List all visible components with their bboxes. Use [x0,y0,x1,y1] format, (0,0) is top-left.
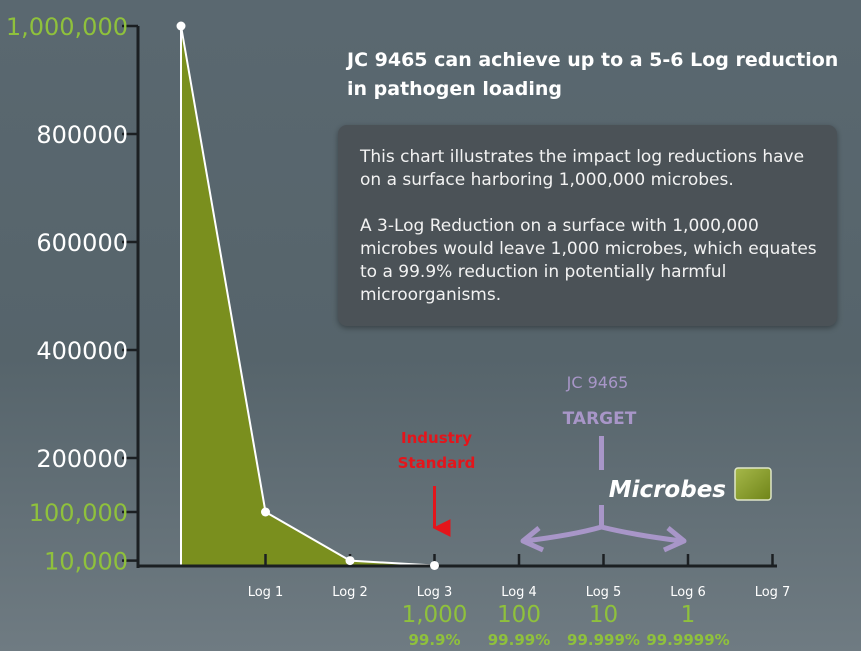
x-tick-label: Log 6 [670,585,706,600]
target-arrowhead-right [662,526,687,553]
x-tick-label: Log 1 [248,585,284,600]
jc-label: JC 9465 [566,373,629,392]
log-percent-label: 99.9999% [646,631,729,649]
x-tick-label: Log 2 [332,585,368,600]
x-tick-label: Log 3 [417,585,453,600]
data-point [345,556,355,566]
log-count-label: 10 [589,602,618,628]
info-box: This chart illustrates the impact log re… [338,125,837,326]
y-tick-label: 800000 [36,121,128,149]
log-count-label: 1,000 [402,602,468,628]
y-tick-label: 10,000 [44,548,128,576]
data-point [176,21,186,31]
y-tick-label: 200000 [36,445,128,473]
log-count-label: 100 [497,602,541,628]
y-tick-label: 600000 [36,229,128,257]
log-percent-label: 99.999% [567,631,640,649]
target-arrow-left [524,524,603,544]
info-paragraph-1: This chart illustrates the impact log re… [360,147,805,190]
y-tick-label: 100,000 [29,499,128,527]
y-tick-label: 400000 [36,337,128,365]
y-tick-label: 1,000,000 [6,13,128,41]
target-label: TARGET [563,409,637,429]
target-arrow-right [600,524,683,544]
x-tick-label: Log 4 [501,585,537,600]
data-point [261,507,270,517]
x-tick-label: Log 7 [755,585,791,600]
microbes-area [181,26,688,566]
target-arrowhead-left [520,526,545,553]
info-paragraph-2: A 3-Log Reduction on a surface with 1,00… [360,216,817,305]
x-tick-label: Log 5 [586,585,622,600]
log-percent-label: 99.9% [408,631,460,649]
chart-headline: JC 9465 can achieve up to a 5-6 Log redu… [347,49,839,100]
industry-label-line1: Industry [401,429,472,447]
legend-label: Microbes [609,477,726,503]
log-count-label: 1 [681,602,696,628]
log-percent-label: 99.99% [488,631,550,649]
legend-swatch [734,467,772,501]
data-point [430,560,439,570]
industry-label-line2: Standard [398,454,476,472]
